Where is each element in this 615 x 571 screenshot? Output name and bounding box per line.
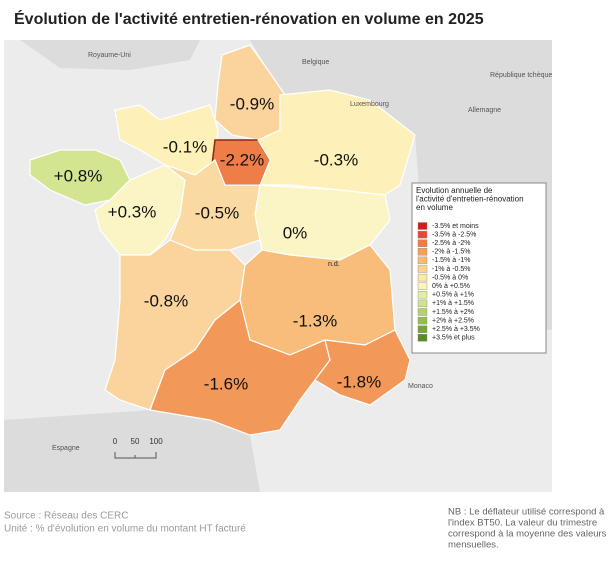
country-label: Belgique (302, 59, 329, 66)
legend-label: -1% à -0.5% (432, 266, 471, 273)
legend-title: en volume (416, 203, 453, 212)
region-value: -2.2% (220, 150, 264, 169)
region-value: -0.5% (195, 203, 239, 222)
note: correspond à la moyenne des valeurs (448, 529, 607, 540)
legend-label: -3.5% à -2.5% (432, 231, 476, 238)
legend-label: -1.5% à -1% (432, 257, 471, 264)
region-value: +0.8% (54, 166, 103, 185)
legend-swatch (417, 316, 428, 325)
country-label: Monaco (408, 383, 433, 390)
region (94, 164, 186, 256)
region-value: -0.8% (144, 291, 188, 310)
scale-label: 100 (149, 437, 163, 446)
country-label: Royaume-Uni (88, 52, 131, 59)
scale-label: 50 (131, 437, 140, 446)
scale-line (114, 452, 157, 459)
region-value: -1.6% (204, 374, 248, 393)
legend-swatch (417, 265, 428, 273)
legend-label: +2.5% à +3.5% (432, 326, 480, 333)
legend-swatch (417, 308, 428, 316)
region-value: -0.1% (163, 137, 207, 156)
nd-label: n.d. (328, 261, 340, 268)
unit: Unité : % d'évolution en volume du monta… (4, 524, 246, 535)
legend-label: -3.5% et moins (432, 223, 479, 230)
legend-swatch (417, 299, 428, 308)
scale-label: 0 (113, 437, 118, 446)
region-value: -1.3% (293, 311, 337, 330)
region-labels: -0.9% -0.1% -2.2% -0.3% +0.8% +0.3% -0.5… (54, 94, 382, 393)
region (314, 329, 411, 406)
uk-land (20, 40, 200, 70)
legend-label: -0.5% à 0% (432, 274, 468, 281)
footer: Source : Réseau des CERC Unité : % d'évo… (4, 507, 607, 551)
country-labels: Royaume-Uni Belgique Luxembourg Allemagn… (52, 52, 552, 452)
legend-label: +0.5% à +1% (432, 292, 474, 299)
legend-title: Evolution annuelle de (416, 186, 493, 195)
legend-swatch (417, 291, 428, 299)
legend-label: -2.5% à -2% (432, 240, 471, 247)
region (239, 244, 396, 356)
legend-label: +1% à +1.5% (432, 300, 474, 307)
legend-label: -2% à -1.5% (432, 249, 471, 256)
note: l'index BT50. La valeur du trimestre (448, 518, 597, 529)
legend-label: +3.5% et plus (432, 335, 475, 342)
country-label: Allemagne (468, 107, 501, 114)
legend-box (411, 182, 547, 354)
source: Source : Réseau des CERC (4, 511, 129, 522)
legend-label: +2% à +2.5% (432, 317, 474, 324)
region-value: -0.3% (314, 150, 358, 169)
legend-label: 0% à +0.5% (432, 283, 470, 290)
region-value: +0.3% (108, 202, 157, 221)
legend-label: +1.5% à +2% (432, 309, 474, 316)
region-value: -0.9% (230, 94, 274, 113)
title: Évolution de l'activité entretien-rénova… (14, 9, 484, 28)
scale-bar: 0 50 100 (113, 437, 163, 459)
legend-swatch (417, 256, 428, 265)
legend-swatch (417, 325, 428, 333)
legend-swatch (417, 230, 428, 239)
legend-swatch (417, 239, 428, 247)
region-value: 0% (283, 223, 308, 242)
note: mensuelles. (448, 540, 499, 551)
legend-swatch (417, 334, 428, 342)
country-label: Espagne (52, 445, 80, 452)
country-label: République tchèque (490, 72, 552, 79)
legend-swatch (417, 222, 428, 230)
legend: Evolution annuelle del'activité d'entret… (411, 182, 547, 354)
legend-title: l'activité d'entretien-rénovation (416, 195, 524, 204)
regions (29, 44, 416, 436)
note: NB : Le déflateur utilisé correspond à (448, 507, 605, 518)
spain-land (4, 410, 260, 492)
legend-swatch (417, 273, 428, 282)
region-value: -1.8% (337, 372, 381, 391)
legend-swatch (417, 282, 428, 290)
country-label: Luxembourg (350, 101, 389, 108)
legend-swatch (417, 248, 428, 256)
